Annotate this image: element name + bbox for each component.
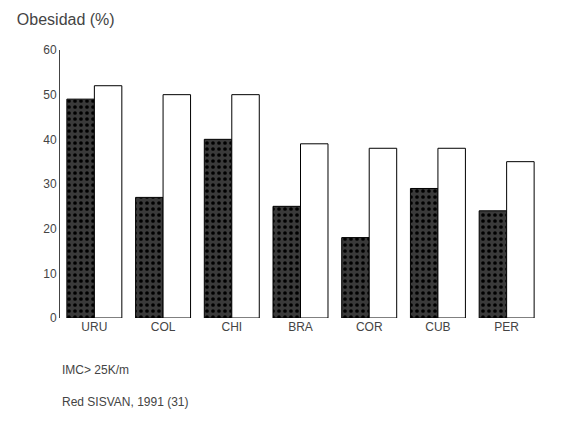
svg-text:60: 60 [43,43,57,57]
svg-text:COR: COR [356,320,383,334]
svg-text:Red SISVAN, 1991 (31): Red SISVAN, 1991 (31) [62,395,189,409]
svg-text:COL: COL [151,320,176,334]
svg-text:URU: URU [81,320,107,334]
svg-text:40: 40 [43,133,57,147]
svg-text:30: 30 [43,177,57,191]
svg-text:Obesidad (%): Obesidad (%) [17,11,115,28]
svg-text:0: 0 [50,311,57,325]
svg-text:PER: PER [494,320,519,334]
svg-text:IMC> 25K/m: IMC> 25K/m [62,363,129,377]
svg-text:20: 20 [43,222,57,236]
svg-text:10: 10 [43,267,57,281]
svg-text:CHI: CHI [221,320,242,334]
svg-text:BRA: BRA [288,320,313,334]
svg-text:50: 50 [43,88,57,102]
svg-text:CUB: CUB [425,320,450,334]
